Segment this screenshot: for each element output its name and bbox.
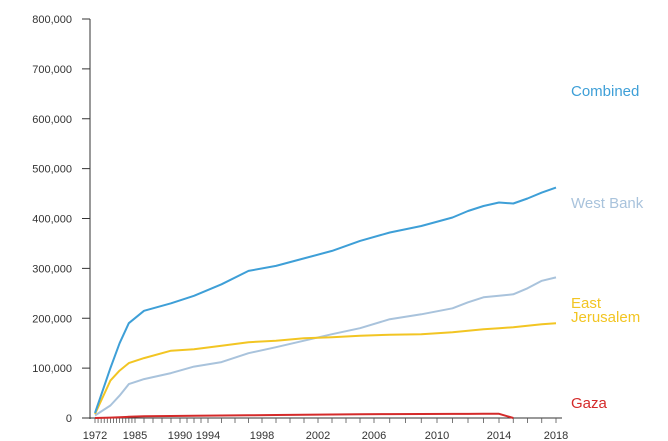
y-tick-label: 400,000: [32, 214, 72, 226]
x-tick-label: 1985: [123, 430, 147, 441]
series-line-combined: [94, 186, 557, 414]
x-tick-label: 1998: [250, 430, 274, 441]
y-tick-label: 500,000: [32, 164, 72, 176]
series-label-west-bank: West Bank: [571, 195, 644, 212]
x-tick-label: 1972: [83, 430, 107, 441]
series-label-combined: Combined: [571, 83, 639, 100]
series-line-gaza: [94, 412, 514, 419]
y-tick-label: 600,000: [32, 114, 72, 126]
y-tick-label: 200,000: [32, 313, 72, 325]
series-label-east-jerusalem: Jerusalem: [571, 309, 640, 326]
series-line-east-jerusalem: [94, 322, 557, 415]
x-tick-label: 1990: [168, 430, 192, 441]
x-tick-label: 2006: [362, 430, 386, 441]
axes: 0 100,000 200,000 300,000 400,000 500,000 600,…: [32, 14, 568, 441]
y-tick-label: 0: [66, 413, 72, 425]
series-line-west-bank: [94, 276, 557, 417]
y-tick-label: 700,000: [32, 64, 72, 76]
x-tick-label: 2010: [425, 430, 449, 441]
series-lines: [94, 186, 557, 419]
y-tick-label: 800,000: [32, 14, 72, 26]
y-tick-label: 300,000: [32, 263, 72, 275]
y-tick-label: 100,000: [32, 363, 72, 375]
x-tick-label: 2002: [306, 430, 330, 441]
series-label-gaza: Gaza: [571, 395, 608, 412]
series-label-east-jerusalem: East: [571, 295, 602, 312]
x-tick-label: 2014: [487, 430, 511, 441]
x-tick-label: 1994: [196, 430, 220, 441]
x-tick-label: 2018: [544, 430, 568, 441]
